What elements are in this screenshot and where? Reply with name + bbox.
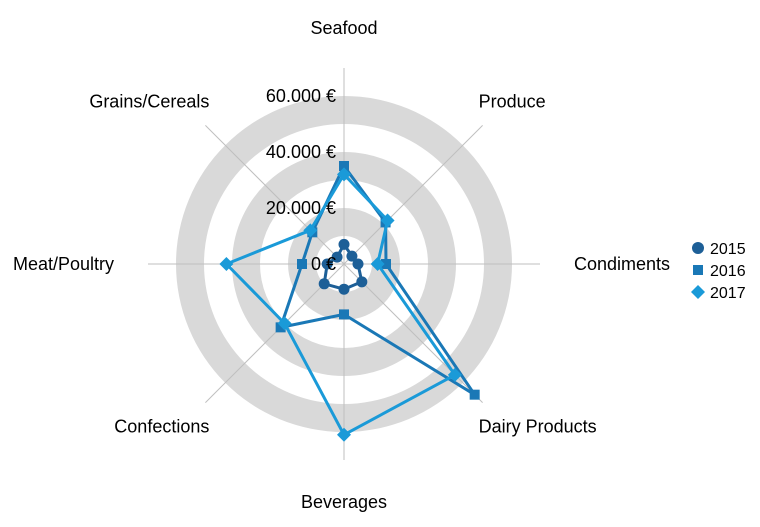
data-point-2017-meat-poultry — [219, 257, 234, 271]
tick-label: 40.000 € — [266, 142, 336, 162]
tick-label: 20.000 € — [266, 198, 336, 218]
data-point-2017-condiments — [370, 257, 385, 271]
legend-label-2015: 2015 — [710, 241, 746, 258]
category-label-produce: Produce — [479, 91, 546, 111]
series-2016 — [275, 161, 480, 400]
category-label-grains-cereals: Grains/Cereals — [89, 91, 209, 111]
legend-label-2017: 2017 — [710, 285, 746, 302]
data-point-2016-beverages — [339, 309, 349, 320]
category-label-beverages: Beverages — [301, 492, 387, 512]
data-point-2015-meat-poultry — [321, 258, 333, 270]
radar-spokes — [148, 68, 540, 460]
data-point-2015-seafood — [338, 238, 350, 250]
data-point-2017-confections — [277, 316, 292, 331]
radar-spoke — [343, 125, 483, 265]
data-point-2015-grains-cereals — [331, 251, 343, 263]
category-label-seafood: Seafood — [310, 18, 377, 38]
category-label-meat-poultry: Meat/Poultry — [13, 254, 114, 274]
data-point-2016-seafood — [339, 161, 349, 171]
legend-marker-2016 — [693, 265, 703, 275]
radar-spoke — [343, 263, 483, 403]
category-label-dairy-products: Dairy Products — [479, 417, 597, 437]
series-2015 — [318, 238, 368, 295]
data-point-2016-meat-poultry — [297, 259, 307, 269]
tick-label: 0 € — [311, 254, 336, 274]
tick-labels: 0 € 20.000 € 40.000 € 60.000 € — [266, 86, 336, 274]
legend-label-2016: 2016 — [710, 263, 746, 280]
legend: 2015 2016 2017 — [691, 241, 746, 302]
category-labels: Seafood Produce Condiments Dairy Products Be… — [13, 18, 670, 512]
category-label-confections: Confections — [114, 417, 209, 437]
category-label-condiments: Condiments — [574, 254, 670, 274]
data-point-2015-produce — [346, 250, 358, 262]
data-point-2017-grains-cereals — [303, 223, 318, 238]
data-point-2017-dairy-products — [447, 367, 462, 382]
data-point-2016-confections — [275, 322, 286, 333]
data-point-2015-dairy-products — [356, 276, 368, 288]
tick-label: 60.000 € — [266, 86, 336, 106]
legend-marker-2017 — [691, 285, 705, 299]
data-point-2017-seafood — [337, 167, 351, 182]
data-point-2016-dairy-products — [469, 389, 480, 400]
data-point-2017-produce — [380, 213, 395, 228]
radar-spoke — [205, 125, 345, 265]
legend-marker-2015 — [692, 242, 704, 254]
data-point-2015-beverages — [338, 283, 350, 295]
data-point-2015-condiments — [352, 258, 364, 270]
series-layer — [219, 161, 480, 442]
data-point-2016-condiments — [381, 259, 391, 269]
data-point-2017-beverages — [337, 427, 351, 442]
data-point-2015-confections — [318, 278, 330, 290]
series-2017 — [219, 167, 462, 442]
